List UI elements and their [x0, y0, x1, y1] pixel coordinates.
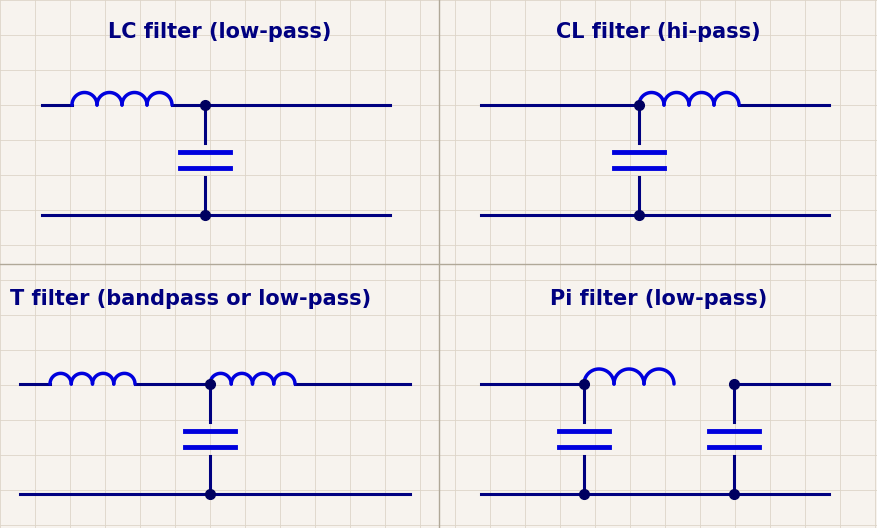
Text: Pi filter (low-pass): Pi filter (low-pass) — [549, 289, 766, 309]
Text: T filter (bandpass or low-pass): T filter (bandpass or low-pass) — [10, 289, 371, 309]
Text: LC filter (low-pass): LC filter (low-pass) — [108, 22, 331, 42]
Text: CL filter (hi-pass): CL filter (hi-pass) — [555, 22, 760, 42]
